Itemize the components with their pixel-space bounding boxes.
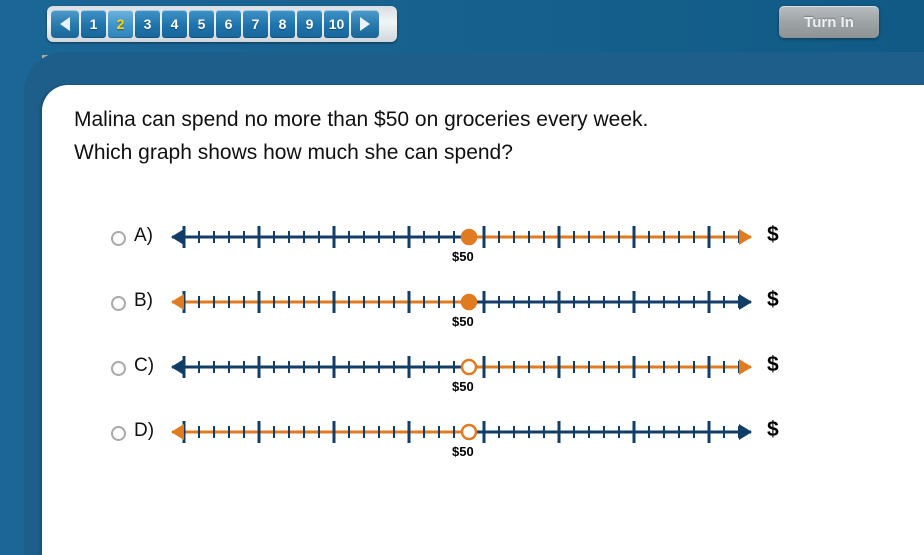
option-letter: B) bbox=[134, 290, 153, 311]
point-value-label: $50 bbox=[452, 314, 474, 329]
triangle-left-icon bbox=[60, 17, 70, 31]
answer-option-c[interactable]: C) $50 $ bbox=[0, 345, 924, 401]
page-button-10[interactable]: 10 bbox=[324, 10, 349, 38]
radio-button-c[interactable] bbox=[111, 361, 126, 376]
page-button-8[interactable]: 8 bbox=[270, 10, 295, 38]
answer-option-b[interactable]: B) $50 $ bbox=[0, 280, 924, 336]
question-line-2: Which graph shows how much she can spend… bbox=[74, 140, 513, 164]
number-line-graph bbox=[171, 226, 752, 248]
axis-unit-label: $ bbox=[767, 418, 779, 441]
page-button-2[interactable]: 2 bbox=[108, 10, 133, 38]
content-panel-surface bbox=[42, 85, 924, 555]
number-line-graph bbox=[171, 421, 752, 443]
option-letter: A) bbox=[134, 225, 153, 246]
page-button-4[interactable]: 4 bbox=[162, 10, 187, 38]
point-value-label: $50 bbox=[452, 444, 474, 459]
prev-page-button[interactable] bbox=[51, 10, 79, 38]
answer-option-d[interactable]: D) $50 $ bbox=[0, 410, 924, 466]
number-line-graph bbox=[171, 291, 752, 313]
page-button-9[interactable]: 9 bbox=[297, 10, 322, 38]
page-button-6[interactable]: 6 bbox=[216, 10, 241, 38]
axis-unit-label: $ bbox=[767, 353, 779, 376]
question-line-1: Malina can spend no more than $50 on gro… bbox=[74, 108, 649, 131]
question-text: Malina can spend no more than $50 on gro… bbox=[74, 104, 874, 169]
open-point-marker bbox=[460, 423, 478, 441]
point-value-label: $50 bbox=[452, 379, 474, 394]
axis-unit-label: $ bbox=[767, 223, 779, 246]
page-button-5[interactable]: 5 bbox=[189, 10, 214, 38]
radio-button-a[interactable] bbox=[111, 231, 126, 246]
closed-point-marker bbox=[460, 293, 478, 311]
page-button-7[interactable]: 7 bbox=[243, 10, 268, 38]
option-letter: D) bbox=[134, 420, 155, 441]
turn-in-button[interactable]: Turn In bbox=[779, 6, 879, 38]
radio-button-b[interactable] bbox=[111, 296, 126, 311]
page-navigator: 1 2 3 4 5 6 7 8 9 10 bbox=[47, 6, 397, 42]
axis-unit-label: $ bbox=[767, 288, 779, 311]
page-button-3[interactable]: 3 bbox=[135, 10, 160, 38]
radio-button-d[interactable] bbox=[111, 426, 126, 441]
page-button-1[interactable]: 1 bbox=[81, 10, 106, 38]
answer-option-a[interactable]: A) $50 $ bbox=[0, 215, 924, 271]
page-number-list: 1 2 3 4 5 6 7 8 9 10 bbox=[81, 10, 349, 38]
point-value-label: $50 bbox=[452, 249, 474, 264]
next-page-button[interactable] bbox=[351, 10, 379, 38]
open-point-marker bbox=[460, 358, 478, 376]
option-letter: C) bbox=[134, 355, 155, 376]
number-line-graph bbox=[171, 356, 752, 378]
page-navigator-items: 1 2 3 4 5 6 7 8 9 10 bbox=[51, 10, 379, 38]
closed-point-marker bbox=[460, 228, 478, 246]
triangle-right-icon bbox=[360, 17, 370, 31]
